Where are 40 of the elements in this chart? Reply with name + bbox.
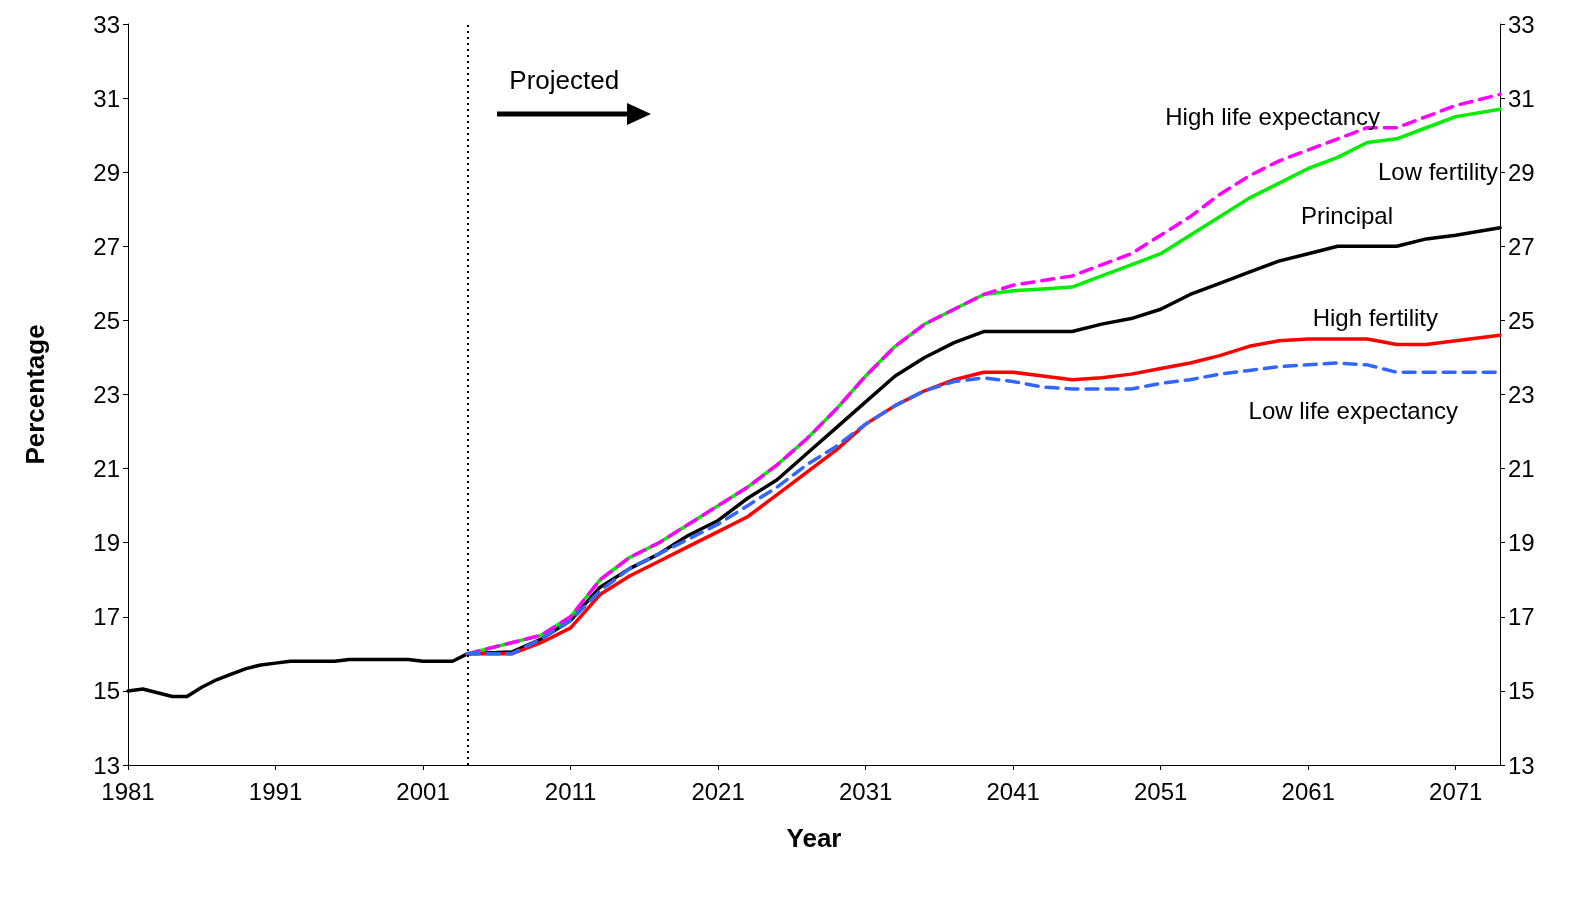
series-label: High life expectancy xyxy=(1165,102,1380,130)
y2-tick-label: 17 xyxy=(1508,603,1535,631)
y-tick-label: 15 xyxy=(93,677,120,705)
y2-tick-label: 15 xyxy=(1508,677,1535,705)
series-label: Low life expectancy xyxy=(1248,396,1458,424)
y-tick-label: 33 xyxy=(93,10,120,38)
y-tick-label: 29 xyxy=(93,158,120,186)
y2-tick-label: 29 xyxy=(1508,158,1535,186)
x-tick-label: 2061 xyxy=(1281,777,1335,805)
y-tick-label: 19 xyxy=(93,529,120,557)
y2-tick-label: 19 xyxy=(1508,529,1535,557)
y2-tick-label: 31 xyxy=(1508,84,1535,112)
x-tick-label: 2021 xyxy=(691,777,745,805)
x-axis-title: Year xyxy=(786,823,842,853)
x-tick-label: 2011 xyxy=(544,777,597,805)
y2-tick-label: 13 xyxy=(1508,751,1535,779)
y-axis-title: Percentage xyxy=(20,324,50,465)
x-tick-label: 2051 xyxy=(1133,777,1188,805)
x-tick-label: 2031 xyxy=(838,777,893,805)
y2-tick-label: 25 xyxy=(1508,306,1535,334)
y-tick-label: 27 xyxy=(93,232,120,260)
x-tick-label: 2041 xyxy=(986,777,1040,805)
x-tick-label: 1981 xyxy=(101,777,155,805)
x-tick-label: 2001 xyxy=(396,777,450,805)
series-label: Principal xyxy=(1300,202,1393,230)
y2-tick-label: 23 xyxy=(1508,381,1535,408)
y2-tick-label: 21 xyxy=(1508,455,1535,483)
y2-tick-label: 33 xyxy=(1508,10,1535,38)
series-label: High fertility xyxy=(1312,303,1438,331)
y-tick-label: 25 xyxy=(93,306,120,334)
y-tick-label: 13 xyxy=(93,751,120,779)
annotation: Projected xyxy=(509,65,620,95)
x-tick-label: 1991 xyxy=(248,777,303,805)
y2-tick-label: 27 xyxy=(1508,232,1535,260)
y-tick-label: 17 xyxy=(93,603,120,631)
series-label: Low fertility xyxy=(1377,157,1498,185)
x-tick-label: 2071 xyxy=(1429,777,1483,805)
y-tick-label: 23 xyxy=(93,381,120,408)
y-tick-label: 21 xyxy=(93,455,120,483)
y-tick-label: 31 xyxy=(93,84,120,112)
